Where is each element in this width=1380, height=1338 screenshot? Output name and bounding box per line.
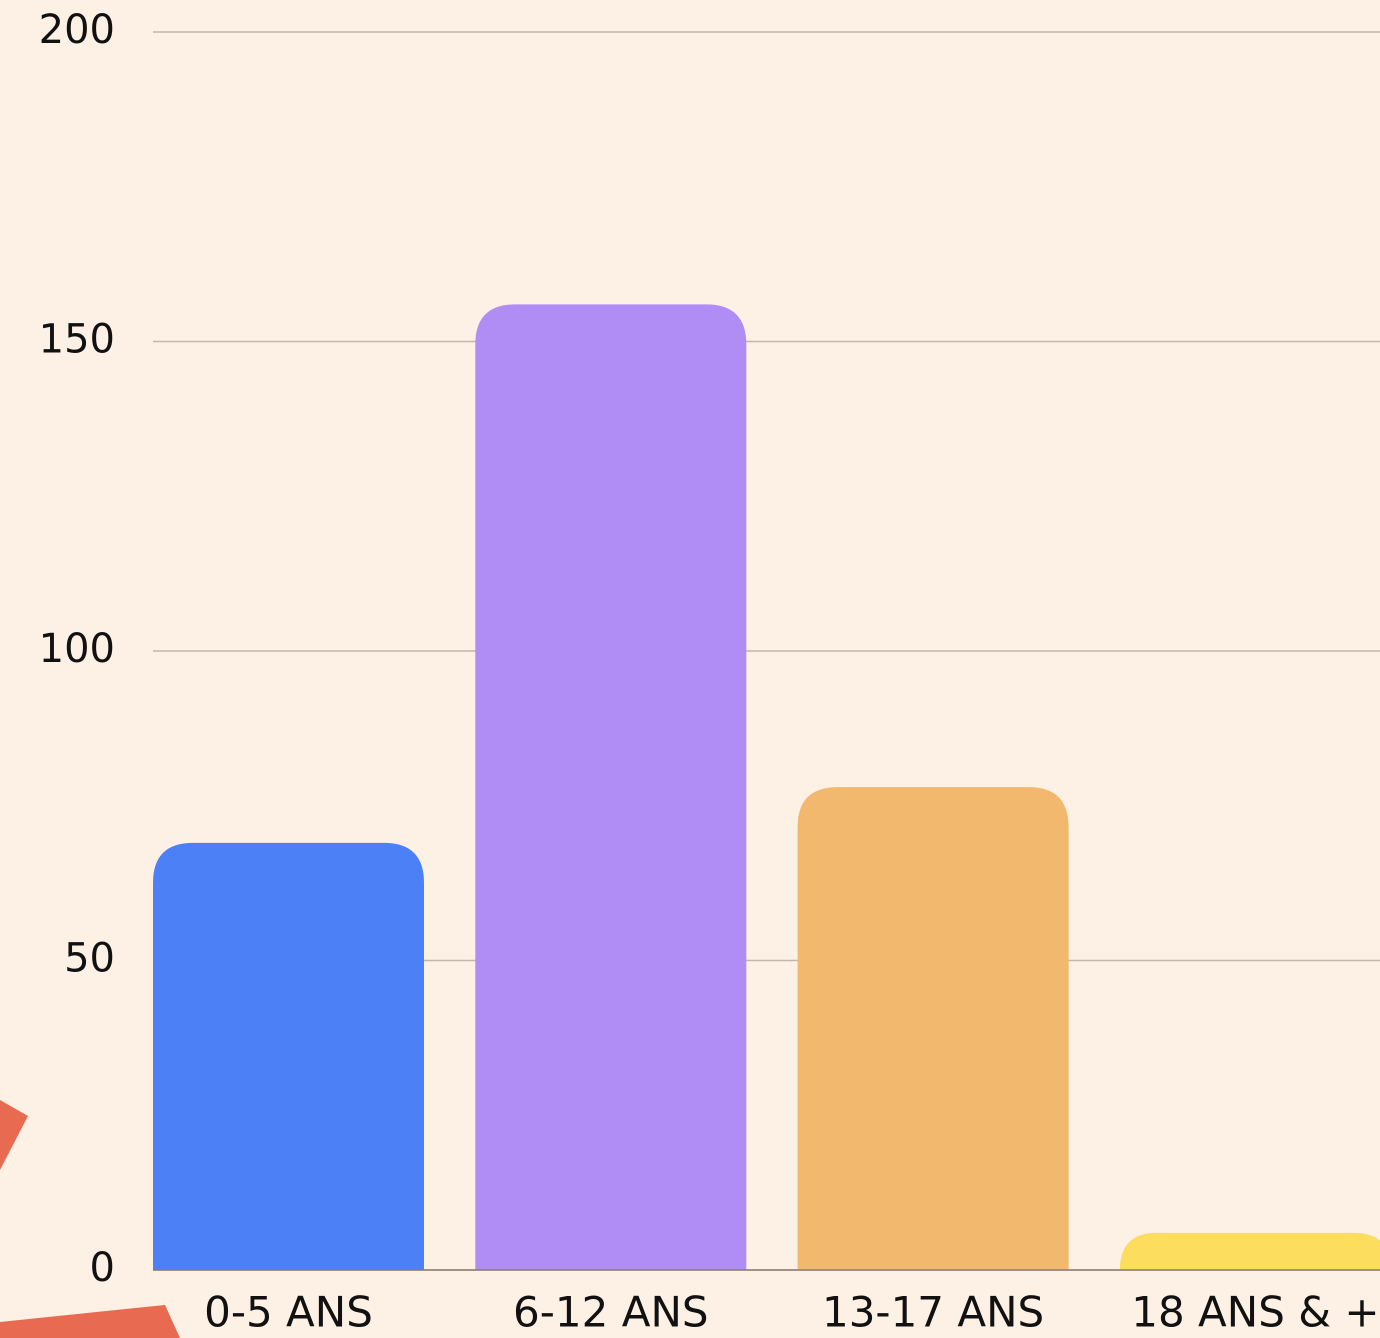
x-tick-label: 18 ANS & +: [1131, 1288, 1379, 1337]
y-tick-label: 200: [39, 7, 115, 53]
bar: [153, 843, 424, 1270]
decoration: [0, 1305, 180, 1338]
x-tick-label: 6-12 ANS: [513, 1288, 708, 1337]
y-tick-label: 0: [90, 1245, 115, 1291]
y-tick-label: 150: [39, 317, 115, 363]
bar: [1120, 1233, 1380, 1270]
chart: 0 50 100 150 200 0-5 ANS 6-12 ANS 13-17 ANS 18 A…: [0, 0, 1380, 1338]
y-tick-label: 50: [64, 936, 115, 982]
bar: [798, 787, 1069, 1270]
y-tick-label: 100: [39, 626, 115, 672]
x-tick-label: 0-5 ANS: [204, 1288, 373, 1337]
x-tick-label: 13-17 ANS: [822, 1288, 1044, 1337]
decoration: [0, 1100, 28, 1170]
bar: [475, 304, 746, 1270]
